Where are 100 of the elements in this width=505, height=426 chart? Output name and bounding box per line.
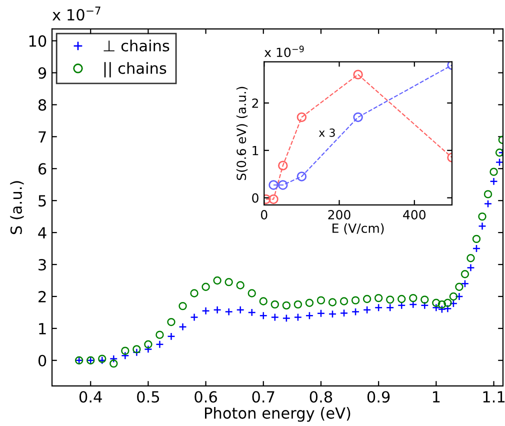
x-axis-title: E (V/cm) — [332, 223, 384, 234]
point — [484, 200, 492, 208]
point — [167, 332, 176, 341]
point — [121, 346, 130, 355]
point — [455, 292, 464, 301]
point — [495, 158, 503, 166]
point — [490, 168, 498, 176]
x-tick-label: 400 — [403, 210, 426, 220]
point — [340, 308, 348, 318]
annotation: x 10$^{−9}$ — [264, 46, 304, 58]
point — [270, 300, 280, 309]
point — [420, 296, 429, 304]
point — [132, 348, 141, 356]
x-tick-label: 1 — [432, 391, 440, 402]
point — [248, 289, 256, 298]
point — [362, 306, 372, 314]
point — [270, 313, 280, 322]
y-tick-label: 1 — [39, 323, 46, 334]
point — [374, 304, 383, 312]
point — [190, 289, 198, 298]
legend-label: || chains — [104, 62, 166, 78]
point — [224, 278, 233, 286]
x-tick-label: 0.9 — [367, 391, 390, 403]
point — [398, 294, 406, 304]
y-tick-label: 0 — [252, 193, 258, 203]
x-tick-label: 200 — [328, 210, 350, 220]
point — [340, 297, 348, 306]
point — [224, 308, 233, 316]
point — [478, 222, 486, 230]
y-tick-label: 0 — [38, 354, 46, 366]
x-tick-label: 0.4 — [79, 391, 102, 403]
point — [144, 345, 152, 354]
point — [460, 280, 470, 288]
y-tick-label: 1 — [252, 146, 258, 156]
y-axis-title: S(0.6 eV) (a.u.) — [236, 86, 248, 180]
point — [455, 282, 464, 291]
point — [351, 308, 360, 316]
point — [328, 310, 337, 318]
point — [432, 298, 440, 307]
point — [259, 312, 268, 320]
point — [353, 112, 363, 122]
point — [236, 306, 244, 314]
point — [460, 270, 470, 278]
point — [248, 308, 256, 317]
point — [178, 322, 187, 331]
y-tick-label: 6 — [38, 163, 46, 175]
point — [282, 301, 291, 310]
point — [282, 314, 291, 322]
x-tick-label: 0.5 — [137, 391, 160, 403]
x-tick-label: 1.1 — [483, 391, 505, 402]
point — [213, 306, 222, 314]
point — [278, 180, 288, 190]
point — [202, 282, 210, 291]
point — [374, 294, 383, 302]
point — [438, 305, 446, 314]
point — [484, 190, 492, 198]
point — [156, 330, 164, 339]
point — [202, 306, 210, 315]
point — [444, 298, 452, 307]
y-tick-label: 9 — [38, 67, 46, 79]
point — [466, 264, 475, 272]
point — [296, 112, 307, 122]
point — [278, 160, 288, 170]
point — [432, 304, 440, 312]
point — [316, 309, 326, 318]
point — [156, 340, 164, 349]
point — [305, 298, 314, 307]
point — [466, 254, 475, 262]
point — [167, 318, 176, 326]
point — [259, 297, 268, 306]
point — [294, 300, 302, 309]
y-tick-label: 2 — [38, 290, 46, 302]
point — [409, 294, 418, 302]
point — [490, 177, 498, 186]
point — [236, 281, 244, 290]
point — [328, 298, 337, 306]
point — [386, 304, 394, 312]
y-tick-label: 7 — [38, 131, 46, 142]
point — [449, 292, 458, 301]
x-tick-label: 0.6 — [194, 391, 217, 403]
point — [144, 340, 152, 349]
point — [190, 313, 198, 322]
x-tick-label: 0 — [260, 210, 268, 220]
point — [110, 354, 118, 363]
point — [132, 345, 141, 354]
text: x 10$^{−7}$ — [52, 6, 100, 21]
point — [351, 296, 360, 304]
point — [268, 180, 278, 190]
x-tick-label: 0.8 — [310, 391, 332, 403]
annotation: x 3 — [318, 128, 335, 137]
y-tick-label: 2 — [252, 98, 258, 108]
point — [268, 194, 278, 204]
point — [305, 312, 314, 320]
point — [420, 301, 429, 310]
point — [294, 313, 302, 322]
y-tick-label: 10 — [29, 35, 46, 47]
point — [296, 172, 307, 182]
y-tick-label: 3 — [38, 258, 46, 271]
point — [438, 300, 446, 309]
point — [353, 70, 363, 80]
